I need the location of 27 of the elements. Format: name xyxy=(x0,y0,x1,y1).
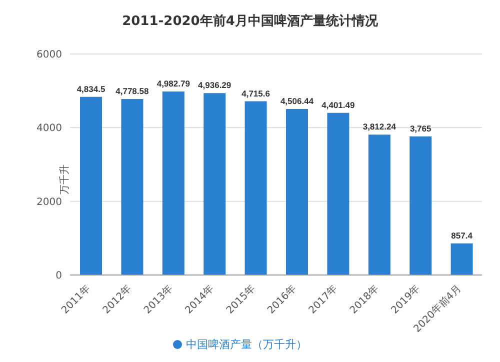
y-tick-label: 6000 xyxy=(36,50,62,61)
bar xyxy=(327,112,350,275)
legend-label: 中国啤酒产量（万千升） xyxy=(186,338,307,351)
y-tick-label: 2000 xyxy=(36,196,62,208)
data-label: 3,812.24 xyxy=(362,122,396,132)
data-label: 4,778.58 xyxy=(116,86,150,96)
bar xyxy=(368,134,390,275)
data-label: 857.4 xyxy=(451,230,473,240)
bar xyxy=(286,109,308,275)
data-label: 4,834.5 xyxy=(76,84,106,94)
bar xyxy=(162,91,184,275)
data-label: 3,765 xyxy=(410,123,432,134)
bar xyxy=(450,243,473,275)
bar xyxy=(244,101,267,275)
data-label: 4,715.6 xyxy=(242,88,270,98)
data-label: 4,401.49 xyxy=(322,100,356,110)
bar xyxy=(121,98,144,275)
data-label: 4,936.29 xyxy=(198,80,232,90)
y-axis-title: 万千升 xyxy=(58,164,71,194)
bar xyxy=(204,93,226,275)
data-label: 4,506.44 xyxy=(280,96,314,106)
bar xyxy=(410,136,432,275)
data-label: 4,982.79 xyxy=(156,78,190,88)
y-tick-label: 4000 xyxy=(36,123,62,134)
y-tick-label: 0 xyxy=(56,270,62,282)
bar xyxy=(80,96,102,275)
chart-title: 2011-2020年前4月中国啤酒产量统计情况 xyxy=(121,12,379,31)
